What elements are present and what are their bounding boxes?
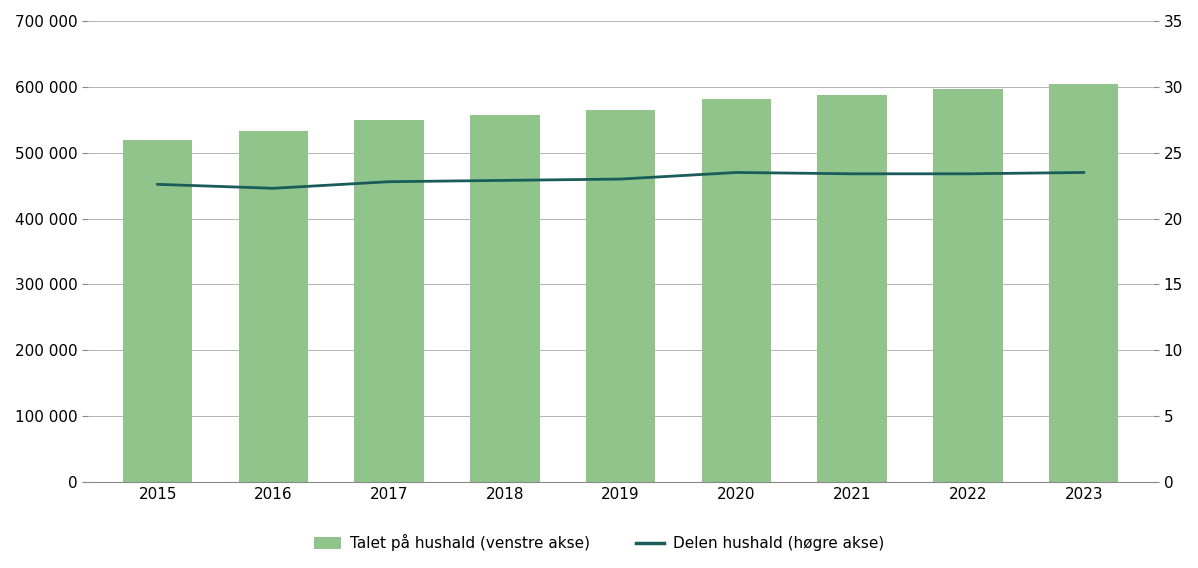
Line: Delen hushald (høgre akse): Delen hushald (høgre akse) xyxy=(158,173,1084,188)
Bar xyxy=(470,115,539,482)
Delen hushald (høgre akse) xyxy=(845,170,859,177)
Legend: Talet på hushald (venstre akse), Delen hushald (høgre akse): Talet på hushald (venstre akse), Delen h… xyxy=(308,528,890,558)
Bar xyxy=(817,95,887,482)
Delen hushald (høgre akse) xyxy=(266,185,280,191)
Delen hushald (høgre akse) xyxy=(1077,169,1091,176)
Bar xyxy=(702,99,772,482)
Bar xyxy=(586,110,655,482)
Bar xyxy=(933,89,1003,482)
Delen hushald (høgre akse) xyxy=(382,178,397,185)
Bar xyxy=(123,140,193,482)
Delen hushald (høgre akse) xyxy=(497,177,512,184)
Delen hushald (høgre akse) xyxy=(961,170,975,177)
Delen hushald (høgre akse) xyxy=(613,176,628,182)
Bar xyxy=(238,131,308,482)
Bar xyxy=(355,120,424,482)
Delen hushald (høgre akse) xyxy=(730,169,744,176)
Delen hushald (høgre akse) xyxy=(151,181,165,188)
Bar xyxy=(1049,84,1119,482)
